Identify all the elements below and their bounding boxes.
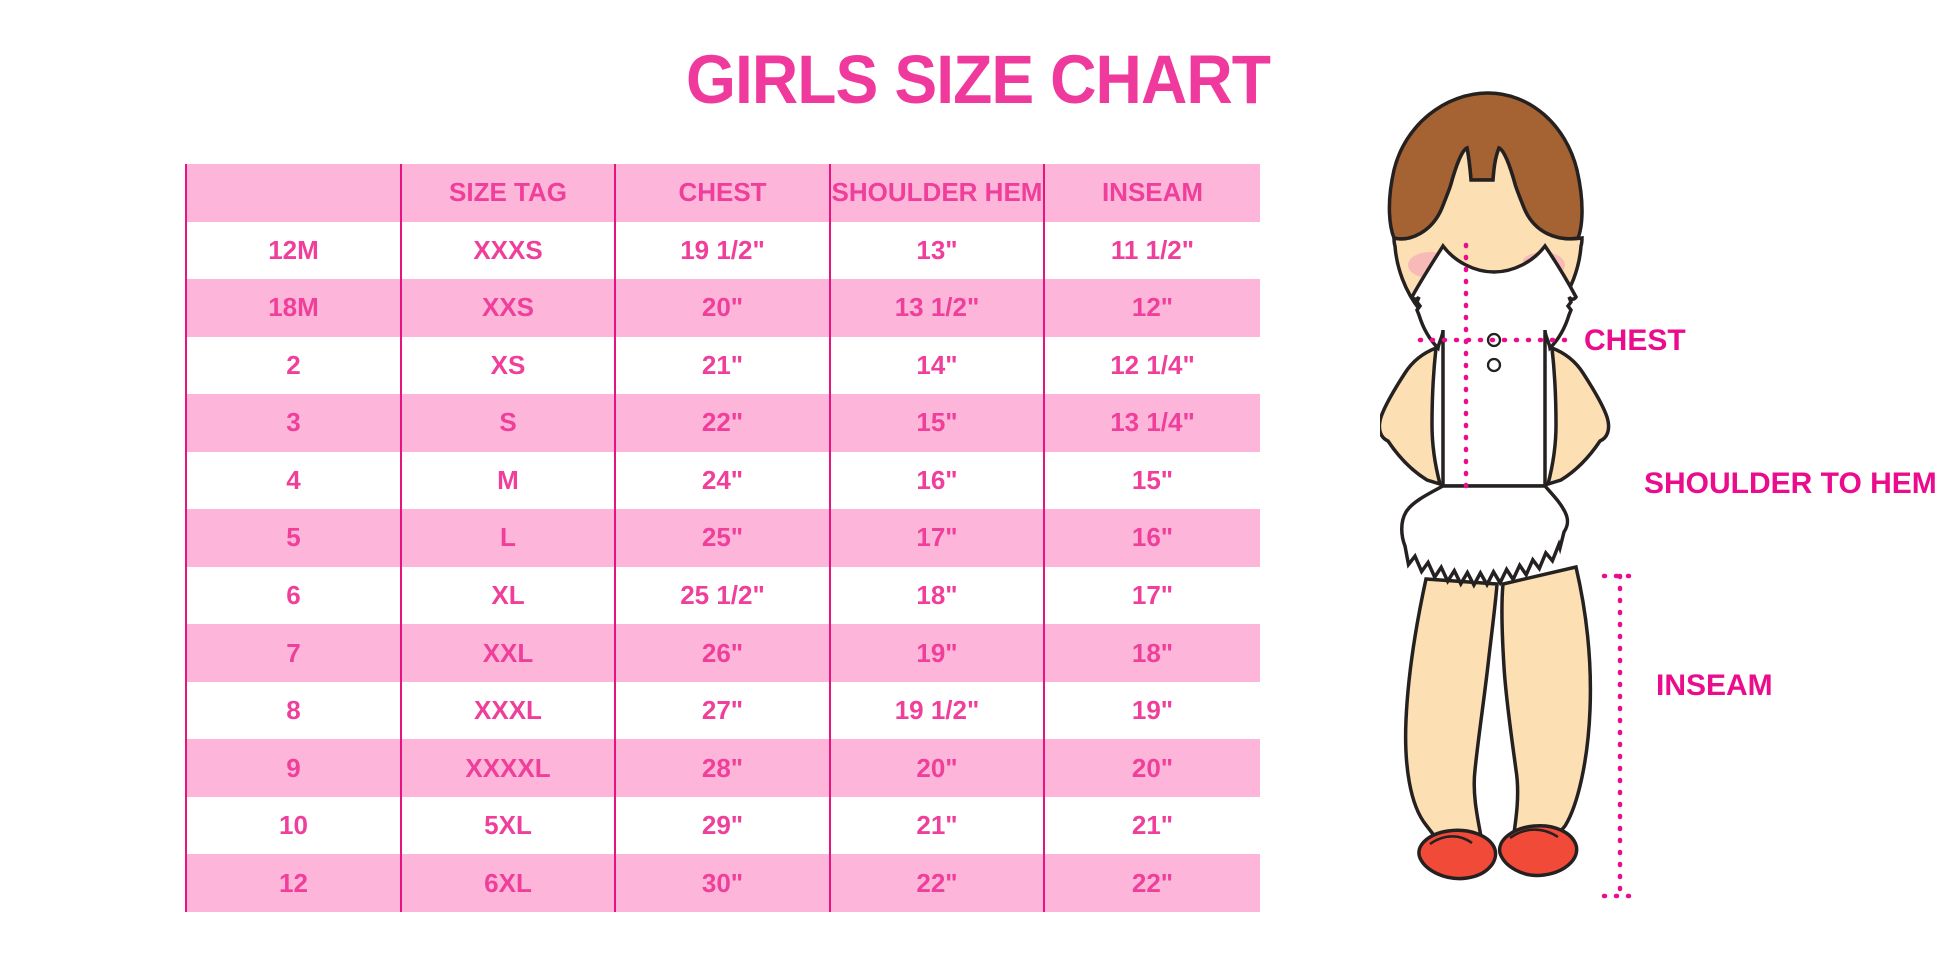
svg-text:INSEAM: INSEAM — [1656, 669, 1773, 702]
svg-text:SHOULDER TO HEM: SHOULDER TO HEM — [1644, 467, 1937, 500]
svg-text:CHEST: CHEST — [1584, 324, 1686, 357]
